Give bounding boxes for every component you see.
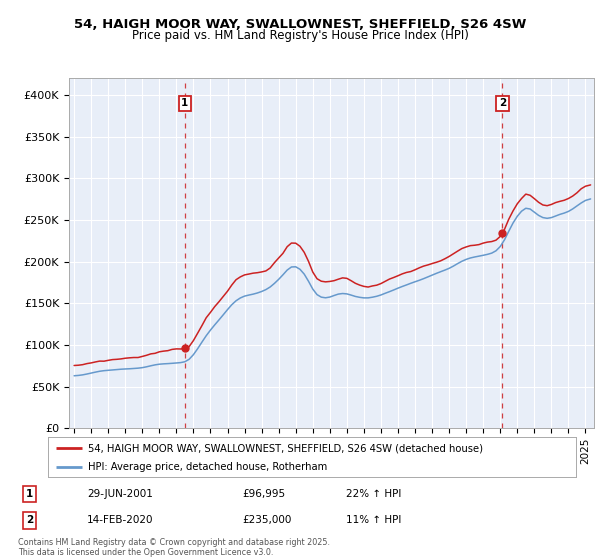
- Text: 22% ↑ HPI: 22% ↑ HPI: [346, 489, 401, 499]
- Text: 1: 1: [181, 99, 188, 109]
- Text: 14-FEB-2020: 14-FEB-2020: [87, 515, 154, 525]
- Text: HPI: Average price, detached house, Rotherham: HPI: Average price, detached house, Roth…: [88, 462, 327, 472]
- Text: Price paid vs. HM Land Registry's House Price Index (HPI): Price paid vs. HM Land Registry's House …: [131, 29, 469, 42]
- Text: £96,995: £96,995: [242, 489, 286, 499]
- Text: 54, HAIGH MOOR WAY, SWALLOWNEST, SHEFFIELD, S26 4SW (detached house): 54, HAIGH MOOR WAY, SWALLOWNEST, SHEFFIE…: [88, 443, 482, 453]
- Text: 11% ↑ HPI: 11% ↑ HPI: [346, 515, 401, 525]
- Text: 2: 2: [26, 515, 33, 525]
- Text: £235,000: £235,000: [242, 515, 292, 525]
- Text: Contains HM Land Registry data © Crown copyright and database right 2025.
This d: Contains HM Land Registry data © Crown c…: [18, 538, 330, 557]
- Text: 54, HAIGH MOOR WAY, SWALLOWNEST, SHEFFIELD, S26 4SW: 54, HAIGH MOOR WAY, SWALLOWNEST, SHEFFIE…: [74, 18, 526, 31]
- Text: 2: 2: [499, 99, 506, 109]
- Text: 29-JUN-2001: 29-JUN-2001: [87, 489, 153, 499]
- Text: 1: 1: [26, 489, 33, 499]
